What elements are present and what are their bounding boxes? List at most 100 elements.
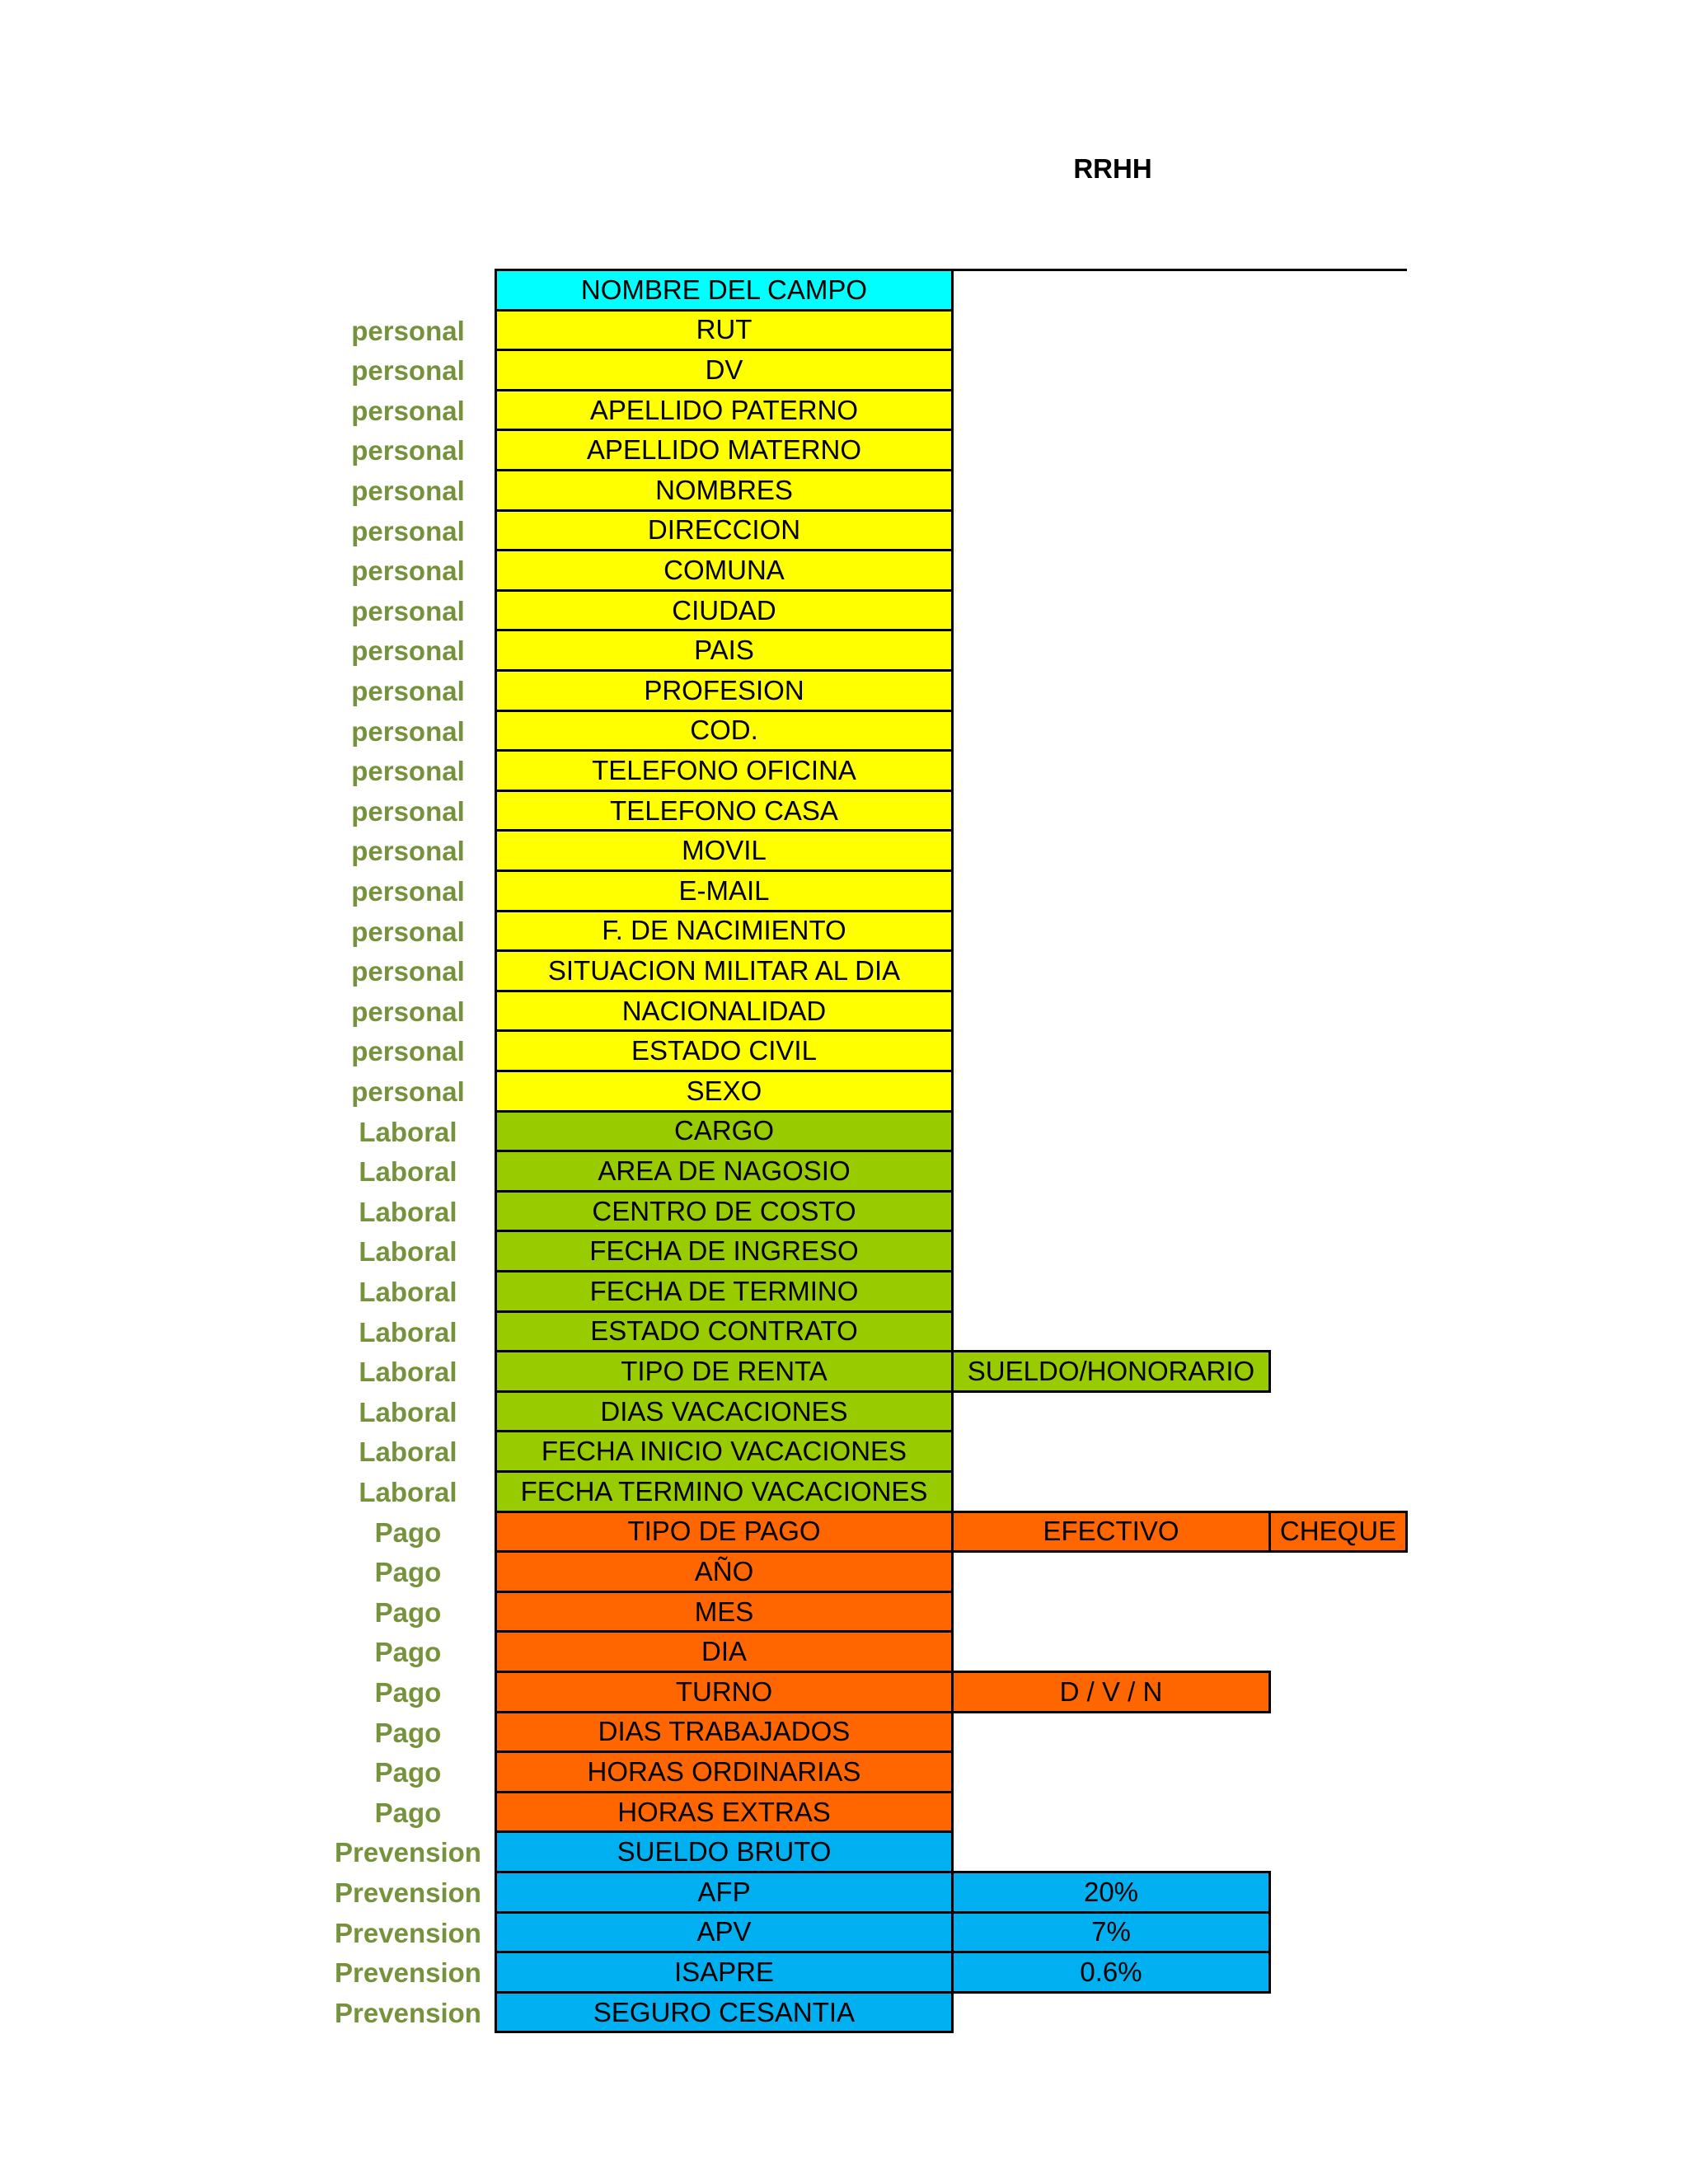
field-option-cell: EFECTIVO: [951, 1510, 1271, 1554]
field-name-cell: RUT: [495, 308, 954, 352]
category-label: Laboral: [359, 1196, 457, 1227]
table-row: personal CIUDAD: [0, 588, 1688, 632]
page-title: RRHH: [1073, 153, 1152, 184]
category-label: personal: [351, 635, 465, 667]
table-row: Prevension SEGURO CESANTIA: [0, 1990, 1688, 2034]
field-name-cell: CARGO: [495, 1109, 954, 1153]
field-name-cell: ESTADO CIVIL: [495, 1029, 954, 1072]
table-row: Laboral FECHA INICIO VACACIONES: [0, 1430, 1688, 1473]
table-row: Pago TIPO DE PAGO EFECTIVO CHEQUE: [0, 1510, 1688, 1554]
category-label: Prevension: [335, 1917, 481, 1948]
table-row: Laboral FECHA DE INGRESO: [0, 1230, 1688, 1272]
category-label: Prevension: [335, 1957, 481, 1989]
category-label: Pago: [374, 1717, 442, 1748]
field-name-cell: DV: [495, 349, 954, 391]
table-row: Pago AÑO: [0, 1550, 1688, 1593]
field-name-cell: SUELDO BRUTO: [495, 1830, 954, 1873]
field-name-cell: CIUDAD: [495, 588, 954, 632]
category-label: personal: [351, 956, 465, 987]
field-name-cell: TIPO DE PAGO: [495, 1510, 954, 1554]
category-label: personal: [351, 996, 465, 1027]
field-name-cell: E-MAIL: [495, 869, 954, 912]
category-label: Pago: [374, 1677, 442, 1708]
field-name-cell: FECHA INICIO VACACIONES: [495, 1430, 954, 1473]
field-option-cell: SUELDO/HONORARIO: [951, 1350, 1271, 1393]
table-row: Laboral FECHA TERMINO VACACIONES: [0, 1470, 1688, 1513]
category-label: personal: [351, 515, 465, 546]
field-name-cell: DIAS TRABAJADOS: [495, 1710, 954, 1754]
field-name-cell: COD.: [495, 709, 954, 752]
category-label: Laboral: [359, 1436, 457, 1468]
category-label: Pago: [374, 1637, 442, 1668]
category-label: Prevension: [335, 1997, 481, 2028]
table-row: personal APELLIDO PATERNO: [0, 388, 1688, 432]
table-row: personal NACIONALIDAD: [0, 989, 1688, 1033]
category-label: personal: [351, 756, 465, 787]
category-label: Laboral: [359, 1357, 457, 1388]
category-label: personal: [351, 795, 465, 827]
field-name-cell: NOMBRES: [495, 469, 954, 512]
field-option-cell: 0.6%: [951, 1951, 1271, 1994]
category-label: personal: [351, 836, 465, 867]
category-label: Laboral: [359, 1236, 457, 1268]
table-row: personal MOVIL: [0, 829, 1688, 872]
category-label: personal: [351, 876, 465, 907]
field-name-cell: APELLIDO PATERNO: [495, 388, 954, 432]
table-row: Pago MES: [0, 1590, 1688, 1633]
field-name-cell: TELEFONO OFICINA: [495, 749, 954, 792]
field-name-cell: HORAS EXTRAS: [495, 1790, 954, 1834]
table-row: Prevension SUELDO BRUTO: [0, 1830, 1688, 1873]
field-name-cell: PAIS: [495, 629, 954, 672]
field-name-cell: MES: [495, 1590, 954, 1633]
field-name-cell: CENTRO DE COSTO: [495, 1189, 954, 1233]
table-row: personal F. DE NACIMIENTO: [0, 909, 1688, 953]
category-label: personal: [351, 476, 465, 506]
table-row: personal PAIS: [0, 629, 1688, 672]
table-row: Laboral TIPO DE RENTA SUELDO/HONORARIO: [0, 1350, 1688, 1393]
field-name-cell: DIA: [495, 1630, 954, 1673]
table-row: Pago DIA: [0, 1630, 1688, 1673]
top-border-line: [952, 269, 1407, 271]
field-name-cell: APELLIDO MATERNO: [495, 429, 954, 471]
field-option-cell: 20%: [951, 1871, 1271, 1914]
field-name-cell: DIRECCION: [495, 509, 954, 552]
table-row: personal DV: [0, 349, 1688, 391]
field-name-cell: DIAS VACACIONES: [495, 1390, 954, 1433]
table-row: Prevension APV 7%: [0, 1910, 1688, 1954]
field-name-cell: COMUNA: [495, 549, 954, 592]
table-row: personal NOMBRES: [0, 469, 1688, 512]
field-name-cell: TELEFONO CASA: [495, 789, 954, 832]
field-name-cell: PROFESION: [495, 669, 954, 712]
field-option-cell: CHEQUE: [1268, 1510, 1408, 1554]
table-row: Prevension AFP 20%: [0, 1871, 1688, 1914]
category-label: personal: [351, 355, 465, 387]
field-name-cell: TURNO: [495, 1671, 954, 1713]
field-name-cell: NACIONALIDAD: [495, 989, 954, 1033]
table-row: personal TELEFONO OFICINA: [0, 749, 1688, 792]
category-label: Pago: [374, 1516, 442, 1548]
category-label: Laboral: [359, 1477, 457, 1507]
table-row: Laboral FECHA DE TERMINO: [0, 1270, 1688, 1313]
category-label: Laboral: [359, 1156, 457, 1188]
table-row: personal COD.: [0, 709, 1688, 752]
table-row: Pago DIAS TRABAJADOS: [0, 1710, 1688, 1754]
table-row: Laboral CARGO: [0, 1109, 1688, 1153]
category-label: personal: [351, 555, 465, 587]
field-name-cell: HORAS ORDINARIAS: [495, 1750, 954, 1793]
table-row: personal SEXO: [0, 1070, 1688, 1113]
field-option-cell: D / V / N: [951, 1671, 1271, 1713]
field-name-cell: F. DE NACIMIENTO: [495, 909, 954, 953]
field-name-cell: AFP: [495, 1871, 954, 1914]
table-row: Prevension ISAPRE 0.6%: [0, 1951, 1688, 1994]
category-label: personal: [351, 1076, 465, 1107]
field-name-cell: MOVIL: [495, 829, 954, 872]
table-row: Laboral CENTRO DE COSTO: [0, 1189, 1688, 1233]
category-label: personal: [351, 315, 465, 346]
field-name-cell: TIPO DE RENTA: [495, 1350, 954, 1393]
header-row: NOMBRE DEL CAMPO: [0, 269, 1688, 312]
table-row: personal DIRECCION: [0, 509, 1688, 552]
table-row: personal E-MAIL: [0, 869, 1688, 912]
field-name-cell: SEXO: [495, 1070, 954, 1113]
field-name-cell: FECHA DE TERMINO: [495, 1270, 954, 1313]
field-option-cell: 7%: [951, 1910, 1271, 1954]
